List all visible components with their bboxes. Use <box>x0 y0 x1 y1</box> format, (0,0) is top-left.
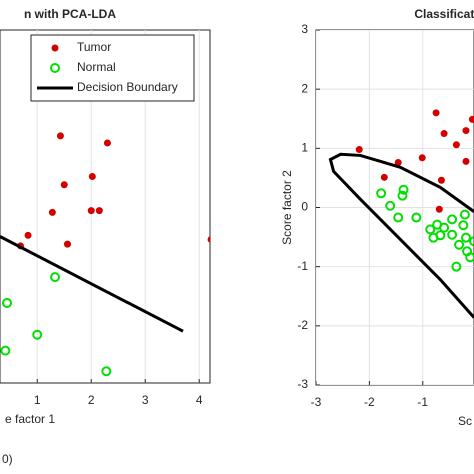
point <box>425 224 436 235</box>
x-axis-label: Sc <box>458 414 472 428</box>
x-tick-label: -3 <box>311 395 322 409</box>
point <box>462 246 473 257</box>
point <box>447 214 458 225</box>
point <box>2 297 13 308</box>
point <box>411 212 422 223</box>
point <box>394 159 402 167</box>
point <box>95 207 103 215</box>
point <box>451 261 462 272</box>
point <box>385 200 396 211</box>
x-tick-label: -2 <box>364 395 375 409</box>
x-tick-label: 1 <box>34 393 41 407</box>
point <box>63 240 71 248</box>
point <box>48 208 56 216</box>
point <box>454 239 465 250</box>
point <box>458 220 469 231</box>
point <box>435 205 443 213</box>
x-axis-label: e factor 1 <box>5 412 55 426</box>
point <box>432 109 440 117</box>
boundary-line <box>328 152 474 319</box>
x-tick-label: 2 <box>88 393 95 407</box>
y-tick-label: -1 <box>297 259 308 273</box>
point <box>462 157 470 165</box>
point <box>397 190 408 201</box>
legend-label: Decision Boundary <box>77 80 178 94</box>
legend-label: Normal <box>77 60 116 74</box>
point <box>469 236 474 247</box>
point <box>355 146 363 154</box>
point <box>393 212 404 223</box>
point <box>376 188 387 199</box>
point <box>398 184 409 195</box>
point <box>440 130 448 138</box>
y-tick-label: 2 <box>301 81 308 95</box>
x-tick-label: 4 <box>196 393 203 407</box>
point <box>460 232 471 243</box>
point <box>0 345 11 356</box>
legend-swatch <box>50 63 60 73</box>
point <box>50 272 61 283</box>
point <box>468 115 474 123</box>
y-tick-label: 3 <box>301 22 308 36</box>
y-tick-label: 0 <box>301 200 308 214</box>
point <box>459 209 470 220</box>
y-tick-label: -2 <box>297 318 308 332</box>
point <box>418 154 426 162</box>
point <box>439 222 450 233</box>
legend-swatch <box>51 44 59 52</box>
point <box>24 231 32 239</box>
y-tick-label: 1 <box>301 141 308 155</box>
caption: 0) <box>2 452 13 466</box>
point <box>380 173 388 181</box>
y-tick-label: -3 <box>297 377 308 391</box>
legend-label: Tumor <box>77 40 111 54</box>
point <box>437 176 445 184</box>
point <box>452 141 460 149</box>
boundary-line <box>0 235 184 333</box>
point <box>101 366 112 377</box>
point <box>56 132 64 140</box>
point <box>60 181 68 189</box>
plot <box>316 30 474 385</box>
x-tick-label: -1 <box>417 395 428 409</box>
chart-title: Classificati <box>414 7 474 21</box>
point <box>32 329 43 340</box>
x-tick-label: 3 <box>142 393 149 407</box>
point <box>435 230 446 241</box>
point <box>447 229 458 240</box>
point <box>103 139 111 147</box>
y-axis-label: Score factor 2 <box>280 170 294 245</box>
point <box>88 172 96 180</box>
point <box>462 127 470 135</box>
chart-title: n with PCA-LDA <box>24 7 116 21</box>
point <box>87 207 95 215</box>
point <box>207 236 210 243</box>
